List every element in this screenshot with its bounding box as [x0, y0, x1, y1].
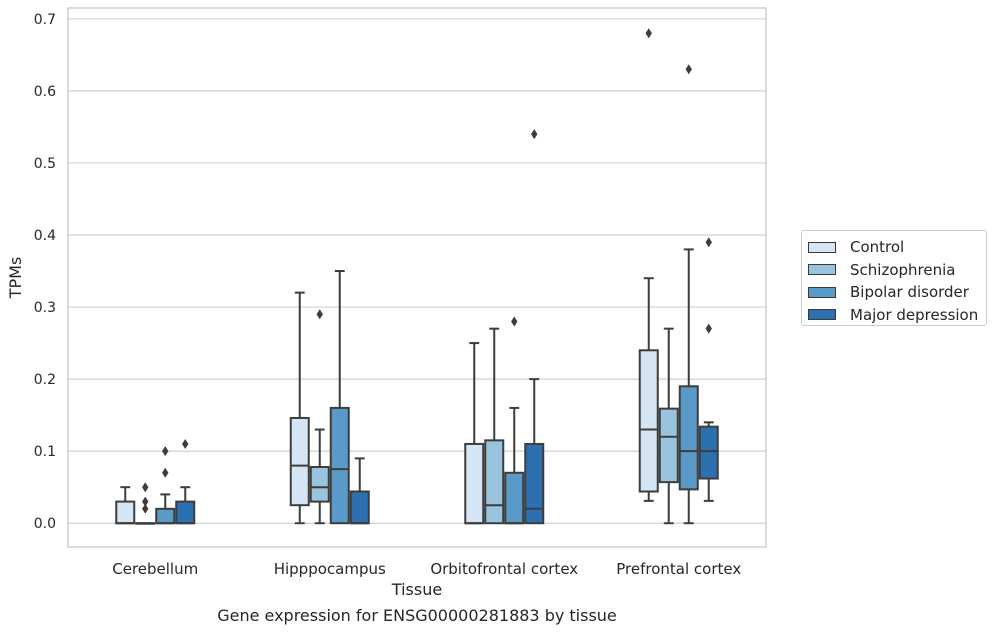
box-control	[289, 417, 310, 507]
y-tick-label: 0.2	[34, 372, 56, 388]
box-major-depression	[524, 442, 545, 525]
box-bipolar-disorder	[155, 507, 176, 525]
chart-legend: Control Schizophrenia Bipolar disorder Majo…	[801, 230, 987, 326]
legend-item: Schizophrenia	[808, 259, 980, 282]
chart-caption: Gene expression for ENSG00000281883 by t…	[217, 606, 617, 625]
box-bipolar-disorder	[329, 406, 350, 525]
box-control	[464, 442, 485, 525]
y-tick-label: 0.4	[34, 228, 56, 244]
y-tick-label: 0.3	[34, 300, 56, 316]
legend-swatch	[808, 286, 836, 298]
outlier-point	[162, 446, 169, 457]
plot-frame	[67, 7, 767, 548]
outlier-point	[142, 482, 149, 493]
box-schizophrenia	[309, 466, 330, 503]
outlier-point	[142, 503, 149, 514]
legend-swatch	[808, 309, 836, 321]
legend-item: Major depression	[808, 304, 980, 327]
box-schizophrenia	[658, 407, 679, 484]
legend-label: Schizophrenia	[850, 260, 956, 279]
outlier-point	[705, 323, 712, 334]
box-bipolar-disorder	[678, 385, 699, 491]
y-tick-label: 0.1	[34, 444, 56, 460]
outlier-point	[685, 64, 692, 75]
outlier-point	[531, 129, 538, 140]
outlier-point	[316, 309, 323, 320]
x-tick-label: Cerebellum	[112, 560, 198, 578]
x-tick-label: Hipppocampus	[274, 560, 386, 578]
outlier-point	[645, 28, 652, 39]
y-tick-label: 0.0	[34, 516, 56, 532]
y-tick-label: 0.7	[34, 12, 56, 28]
box-schizophrenia	[484, 439, 505, 525]
box-major-depression	[175, 500, 196, 525]
legend-swatch	[808, 264, 836, 276]
x-tick-label: Orbitofrontal cortex	[430, 560, 578, 578]
box-bipolar-disorder	[504, 471, 525, 525]
y-tick-label: 0.6	[34, 84, 56, 100]
box-control	[115, 500, 136, 525]
legend-label: Control	[850, 238, 905, 257]
outlier-point	[142, 496, 149, 507]
legend-label: Bipolar disorder	[850, 283, 969, 302]
outlier-point	[705, 237, 712, 248]
box-major-depression	[698, 425, 719, 480]
legend-label: Major depression	[850, 305, 979, 324]
outlier-point	[511, 316, 518, 327]
outlier-point	[182, 438, 189, 449]
outlier-point	[162, 467, 169, 478]
y-axis-label: TPMs	[6, 257, 25, 300]
x-tick-label: Prefrontal cortex	[616, 560, 741, 578]
legend-item: Bipolar disorder	[808, 281, 980, 304]
legend-item: Control	[808, 236, 980, 259]
legend-swatch	[808, 241, 836, 253]
x-axis-label: Tissue	[391, 580, 442, 599]
box-control	[638, 349, 659, 493]
box-major-depression	[349, 490, 370, 525]
y-tick-label: 0.5	[34, 156, 56, 172]
